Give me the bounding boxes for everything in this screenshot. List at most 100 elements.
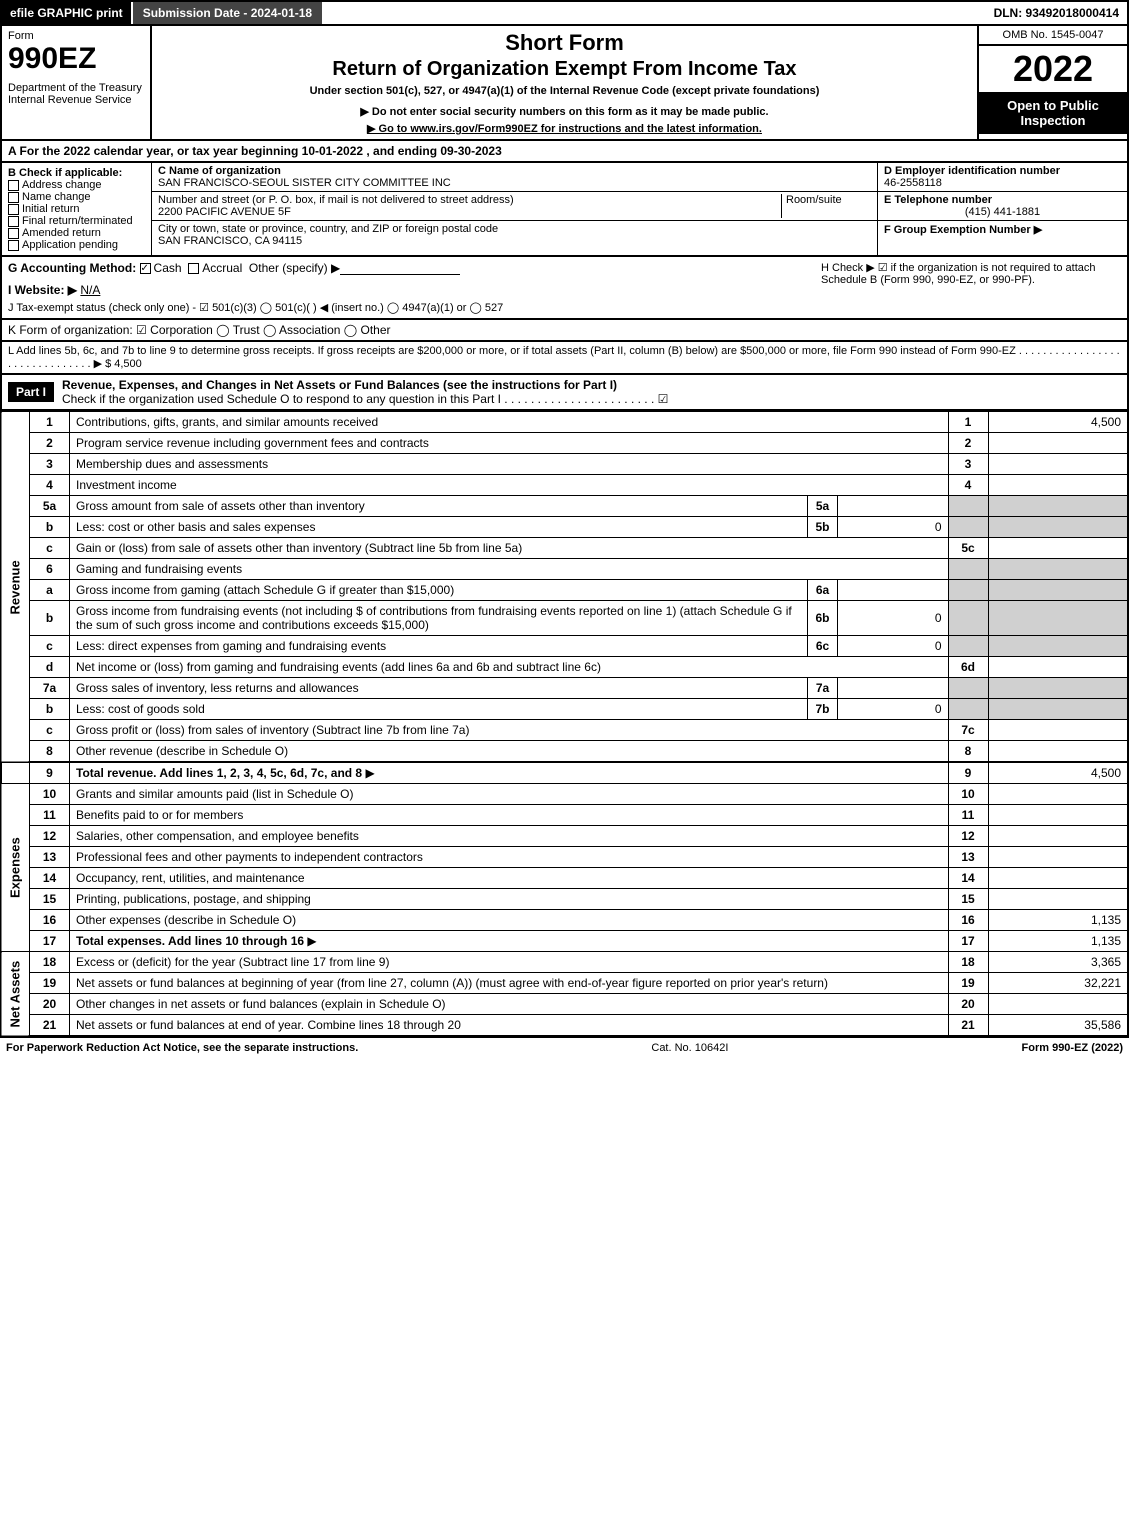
other-specify-line[interactable] — [340, 263, 460, 275]
sidebar-netassets: Net Assets — [1, 952, 30, 1037]
C-name-label: C Name of organization — [158, 165, 871, 177]
lnr-17: 17 — [948, 931, 988, 952]
amt-8 — [988, 741, 1128, 763]
check-address-change[interactable] — [8, 180, 19, 191]
lnr-6c-shade — [948, 636, 988, 657]
opt-initial-return: Initial return — [22, 203, 79, 215]
desc-10: Grants and similar amounts paid (list in… — [70, 784, 949, 805]
F-label: F Group Exemption Number ▶ — [884, 223, 1121, 236]
ln-19: 19 — [30, 973, 70, 994]
amt-6a-shade — [988, 580, 1128, 601]
lnr-19: 19 — [948, 973, 988, 994]
col-B: B Check if applicable: Address change Na… — [2, 163, 152, 255]
header-right: OMB No. 1545-0047 2022 Open to Public In… — [977, 26, 1127, 139]
lnr-18: 18 — [948, 952, 988, 973]
lnr-6-shade — [948, 559, 988, 580]
check-final-return[interactable] — [8, 216, 19, 227]
lnr-5b-shade — [948, 517, 988, 538]
amt-19: 32,221 — [988, 973, 1128, 994]
ln-13: 13 — [30, 847, 70, 868]
amt-6-shade — [988, 559, 1128, 580]
phone-value: (415) 441-1881 — [884, 206, 1121, 218]
desc-5c: Gain or (loss) from sale of assets other… — [70, 538, 949, 559]
goto-link[interactable]: ▶ Go to www.irs.gov/Form990EZ for instru… — [160, 122, 969, 135]
lnr-6a-shade — [948, 580, 988, 601]
ln-20: 20 — [30, 994, 70, 1015]
check-initial-return[interactable] — [8, 204, 19, 215]
lnr-7b-shade — [948, 699, 988, 720]
amt-9: 4,500 — [988, 762, 1128, 784]
ssn-warning: ▶ Do not enter social security numbers o… — [160, 105, 969, 118]
amt-10 — [988, 784, 1128, 805]
check-cash[interactable] — [140, 263, 151, 274]
lnr-12: 12 — [948, 826, 988, 847]
sublbl-7b: 7b — [808, 699, 838, 719]
row-A-tax-year: A For the 2022 calendar year, or tax yea… — [0, 141, 1129, 163]
col-C: C Name of organization SAN FRANCISCO-SEO… — [152, 163, 877, 255]
ln-6b: b — [30, 601, 70, 636]
arrow-icon-17: ▶ — [307, 934, 316, 948]
row-K: K Form of organization: ☑ Corporation ◯ … — [0, 320, 1129, 342]
lnr-10: 10 — [948, 784, 988, 805]
lnr-5c: 5c — [948, 538, 988, 559]
lnr-8: 8 — [948, 741, 988, 763]
amt-7c — [988, 720, 1128, 741]
col-DEF: D Employer identification number 46-2558… — [877, 163, 1127, 255]
sub-7b: 0 — [838, 699, 948, 719]
check-amended-return[interactable] — [8, 228, 19, 239]
ln-1: 1 — [30, 412, 70, 433]
amt-17: 1,135 — [988, 931, 1128, 952]
sublbl-6c: 6c — [808, 636, 838, 656]
lnr-16: 16 — [948, 910, 988, 931]
desc-17: Total expenses. Add lines 10 through 16 — [76, 934, 304, 948]
org-name: SAN FRANCISCO-SEOUL SISTER CITY COMMITTE… — [158, 177, 871, 189]
ln-18: 18 — [30, 952, 70, 973]
amt-1: 4,500 — [988, 412, 1128, 433]
sublbl-7a: 7a — [808, 678, 838, 698]
opt-amended-return: Amended return — [22, 227, 101, 239]
desc-7c: Gross profit or (loss) from sales of inv… — [70, 720, 949, 741]
lnr-6b-shade — [948, 601, 988, 636]
desc-15: Printing, publications, postage, and shi… — [70, 889, 949, 910]
check-name-change[interactable] — [8, 192, 19, 203]
ln-6: 6 — [30, 559, 70, 580]
J-tax-exempt: J Tax-exempt status (check only one) - ☑… — [8, 301, 821, 314]
desc-5a: Gross amount from sale of assets other t… — [70, 496, 808, 516]
opt-application-pending: Application pending — [22, 239, 118, 251]
sublbl-5b: 5b — [808, 517, 838, 537]
subtitle: Under section 501(c), 527, or 4947(a)(1)… — [160, 85, 969, 97]
amt-5b-shade — [988, 517, 1128, 538]
ln-5a: 5a — [30, 496, 70, 517]
sidebar-revenue: Revenue — [1, 412, 30, 763]
ln-7a: 7a — [30, 678, 70, 699]
check-accrual[interactable] — [188, 263, 199, 274]
lnr-21: 21 — [948, 1015, 988, 1037]
ln-7b: b — [30, 699, 70, 720]
part-I-title: Revenue, Expenses, and Changes in Net As… — [62, 378, 617, 392]
amt-18: 3,365 — [988, 952, 1128, 973]
amt-13 — [988, 847, 1128, 868]
lnr-15: 15 — [948, 889, 988, 910]
sub-5b: 0 — [838, 517, 948, 537]
efile-label: efile GRAPHIC print — [2, 2, 131, 24]
ln-3: 3 — [30, 454, 70, 475]
opt-address-change: Address change — [22, 179, 102, 191]
dept-label: Department of the Treasury Internal Reve… — [8, 82, 144, 106]
part-I-table: Revenue 1 Contributions, gifts, grants, … — [0, 411, 1129, 1037]
amt-7a-shade — [988, 678, 1128, 699]
desc-9: Total revenue. Add lines 1, 2, 3, 4, 5c,… — [76, 766, 362, 780]
form-number: 990EZ — [8, 42, 144, 76]
sub-6b: 0 — [838, 601, 948, 635]
amt-7b-shade — [988, 699, 1128, 720]
sub-7a — [838, 678, 948, 698]
lnr-2: 2 — [948, 433, 988, 454]
opt-accrual: Accrual — [202, 261, 242, 275]
lnr-3: 3 — [948, 454, 988, 475]
check-application-pending[interactable] — [8, 240, 19, 251]
section-BCDEF: B Check if applicable: Address change Na… — [0, 163, 1129, 257]
lnr-13: 13 — [948, 847, 988, 868]
C-city-label: City or town, state or province, country… — [158, 223, 871, 235]
part-I-label: Part I — [8, 382, 54, 402]
desc-6a: Gross income from gaming (attach Schedul… — [70, 580, 808, 600]
lnr-7a-shade — [948, 678, 988, 699]
